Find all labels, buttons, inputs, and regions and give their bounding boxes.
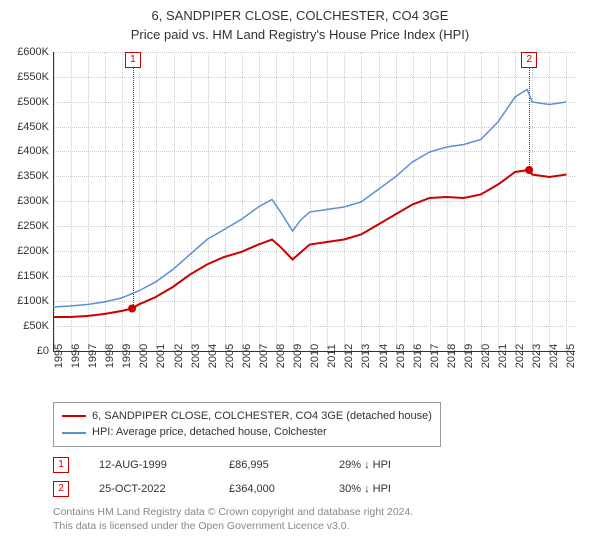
y-tick-label: £200K — [17, 245, 49, 257]
x-tick-label: 2009 — [292, 344, 304, 368]
y-tick-label: £100K — [17, 295, 49, 307]
transaction-diff: 30% ↓ HPI — [339, 483, 391, 495]
x-tick-label: 2019 — [463, 344, 475, 368]
x-tick-label: 2003 — [190, 344, 202, 368]
y-tick-label: £500K — [17, 96, 49, 108]
chart-title: 6, SANDPIPER CLOSE, COLCHESTER, CO4 3GE — [15, 8, 585, 25]
x-tick-label: 2010 — [309, 344, 321, 368]
footer-attribution: Contains HM Land Registry data © Crown c… — [53, 505, 585, 534]
footer-line: Contains HM Land Registry data © Crown c… — [53, 505, 585, 520]
transaction-date: 12-AUG-1999 — [99, 459, 199, 471]
x-tick-label: 2008 — [275, 344, 287, 368]
y-tick-label: £450K — [17, 121, 49, 133]
transaction-diff: 29% ↓ HPI — [339, 459, 391, 471]
x-tick-label: 2011 — [326, 344, 338, 368]
y-tick-label: £350K — [17, 170, 49, 182]
table-row: 2 25-OCT-2022 £364,000 30% ↓ HPI — [53, 481, 585, 497]
x-tick-label: 1998 — [104, 344, 116, 368]
transaction-table: 1 12-AUG-1999 £86,995 29% ↓ HPI 2 25-OCT… — [53, 457, 585, 497]
table-row: 1 12-AUG-1999 £86,995 29% ↓ HPI — [53, 457, 585, 473]
x-tick-label: 1996 — [70, 344, 82, 368]
series-line-hpi — [53, 89, 566, 307]
y-tick-label: £0 — [37, 345, 49, 357]
legend-label: HPI: Average price, detached house, Colc… — [92, 424, 327, 441]
x-tick-label: 1995 — [53, 344, 65, 368]
x-tick-label: 2016 — [412, 344, 424, 368]
x-tick-label: 2015 — [395, 344, 407, 368]
transaction-price: £86,995 — [229, 459, 309, 471]
y-tick-label: £600K — [17, 46, 49, 58]
x-tick-label: 2001 — [155, 344, 167, 368]
marker-badge-icon: 2 — [53, 481, 69, 497]
x-tick-label: 2006 — [241, 344, 253, 368]
legend-item: HPI: Average price, detached house, Colc… — [62, 424, 432, 441]
x-tick-label: 2025 — [565, 344, 577, 368]
transaction-price: £364,000 — [229, 483, 309, 495]
x-tick-label: 2024 — [548, 344, 560, 368]
x-tick-label: 2000 — [138, 344, 150, 368]
legend-swatch-icon — [62, 432, 86, 434]
marker-badge-icon: 1 — [53, 457, 69, 473]
legend-swatch-icon — [62, 415, 86, 417]
legend-label: 6, SANDPIPER CLOSE, COLCHESTER, CO4 3GE … — [92, 408, 432, 425]
x-tick-label: 2002 — [173, 344, 185, 368]
y-tick-label: £50K — [23, 320, 49, 332]
legend-item: 6, SANDPIPER CLOSE, COLCHESTER, CO4 3GE … — [62, 408, 432, 425]
marker-dot-icon — [128, 304, 136, 312]
x-tick-label: 2023 — [531, 344, 543, 368]
x-tick-label: 2013 — [360, 344, 372, 368]
x-tick-label: 1997 — [87, 344, 99, 368]
x-tick-label: 2005 — [224, 344, 236, 368]
x-axis-labels: 1995199619971998199920002001200220032004… — [53, 352, 575, 394]
x-tick-label: 2018 — [446, 344, 458, 368]
x-tick-label: 2017 — [429, 344, 441, 368]
y-tick-label: £550K — [17, 71, 49, 83]
x-tick-label: 2012 — [343, 344, 355, 368]
x-tick-label: 2004 — [207, 344, 219, 368]
y-tick-label: £150K — [17, 270, 49, 282]
y-tick-label: £250K — [17, 220, 49, 232]
x-tick-label: 2020 — [480, 344, 492, 368]
x-tick-label: 2014 — [378, 344, 390, 368]
x-tick-label: 2021 — [497, 344, 509, 368]
footer-line: This data is licensed under the Open Gov… — [53, 519, 585, 534]
legend-box: 6, SANDPIPER CLOSE, COLCHESTER, CO4 3GE … — [53, 402, 441, 447]
x-tick-label: 2007 — [258, 344, 270, 368]
chart-subtitle: Price paid vs. HM Land Registry's House … — [15, 27, 585, 44]
chart-container: 6, SANDPIPER CLOSE, COLCHESTER, CO4 3GE … — [0, 0, 600, 560]
chart-plot-area: £0£50K£100K£150K£200K£250K£300K£350K£400… — [53, 52, 575, 352]
marker-dot-icon — [525, 166, 533, 174]
y-tick-label: £300K — [17, 195, 49, 207]
x-tick-label: 1999 — [121, 344, 133, 368]
transaction-date: 25-OCT-2022 — [99, 483, 199, 495]
y-tick-label: £400K — [17, 145, 49, 157]
x-tick-label: 2022 — [514, 344, 526, 368]
